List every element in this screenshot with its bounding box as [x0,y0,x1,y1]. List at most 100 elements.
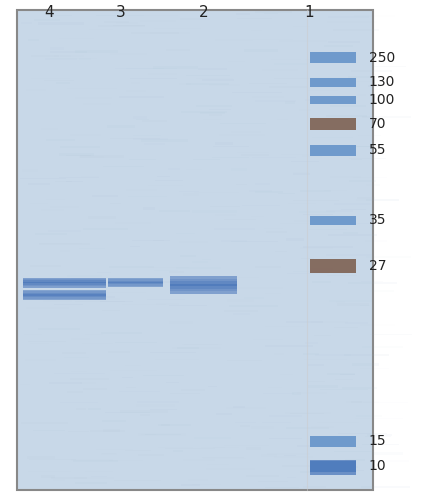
Bar [163,322,210,324]
Bar [170,281,237,284]
Bar [25,89,46,91]
Bar [76,408,86,410]
Bar [252,96,284,98]
Bar [99,167,109,168]
Bar [327,426,369,428]
Bar [327,146,370,147]
Bar [202,456,244,458]
Text: 10: 10 [369,459,387,473]
Bar [264,228,283,230]
Bar [186,75,230,76]
Bar [200,112,225,114]
Bar [145,434,181,436]
Bar [103,166,144,168]
Bar [193,158,220,160]
Bar [26,307,69,310]
Bar [150,358,186,360]
Bar [23,278,106,279]
Bar [246,475,279,478]
Bar [131,32,179,34]
Bar [310,118,356,130]
Bar [108,280,163,282]
Bar [269,86,307,88]
Bar [70,378,109,380]
Bar [85,471,113,472]
Bar [312,282,331,283]
Bar [54,54,84,57]
Bar [108,278,163,280]
Bar [74,478,114,479]
Bar [351,158,362,160]
Bar [293,200,339,201]
Bar [103,430,120,432]
Bar [203,458,246,460]
Bar [363,402,407,403]
Bar [67,181,83,182]
Text: 70: 70 [369,117,386,131]
Bar [53,480,65,482]
Bar [138,434,186,436]
Bar [172,346,221,348]
Bar [276,118,288,120]
Bar [73,460,118,462]
Bar [129,158,156,160]
Bar [102,310,120,311]
Bar [363,444,399,445]
Bar [362,116,410,118]
Bar [310,268,333,270]
Bar [351,468,366,469]
Bar [209,114,222,116]
Bar [223,445,269,446]
Bar [255,11,292,13]
Bar [50,206,79,208]
Bar [294,220,320,222]
Bar [356,199,399,201]
Bar [30,197,60,198]
Bar [351,470,364,471]
Bar [215,487,255,488]
Bar [213,277,259,278]
Text: 55: 55 [369,143,386,157]
Bar [292,392,301,394]
Bar [21,22,32,25]
Bar [202,80,234,81]
Bar [170,284,237,286]
Bar [227,300,254,302]
Bar [253,339,284,340]
Bar [244,296,265,299]
Bar [345,458,365,460]
Bar [105,412,151,414]
Bar [320,389,368,390]
Bar [370,290,394,292]
Bar [109,266,154,268]
Bar [90,430,125,432]
Bar [303,352,319,354]
Bar [126,68,176,69]
Bar [79,58,91,59]
Bar [267,453,310,455]
Bar [371,66,406,68]
Bar [354,81,372,82]
Bar [328,16,369,18]
Bar [79,298,120,300]
Bar [255,183,271,186]
Bar [142,434,156,435]
Text: 250: 250 [369,50,395,64]
Bar [143,208,155,210]
Bar [303,214,333,216]
Bar [168,322,193,324]
Bar [365,436,391,437]
Bar [23,298,106,300]
Bar [44,80,73,82]
Bar [304,359,347,360]
Bar [255,100,296,102]
Bar [303,246,353,248]
Bar [71,459,113,460]
Bar [137,401,179,402]
Bar [125,365,141,366]
Bar [161,424,170,426]
Bar [307,145,355,146]
Text: 4: 4 [44,5,53,20]
Bar [21,286,42,288]
Bar [100,296,115,298]
